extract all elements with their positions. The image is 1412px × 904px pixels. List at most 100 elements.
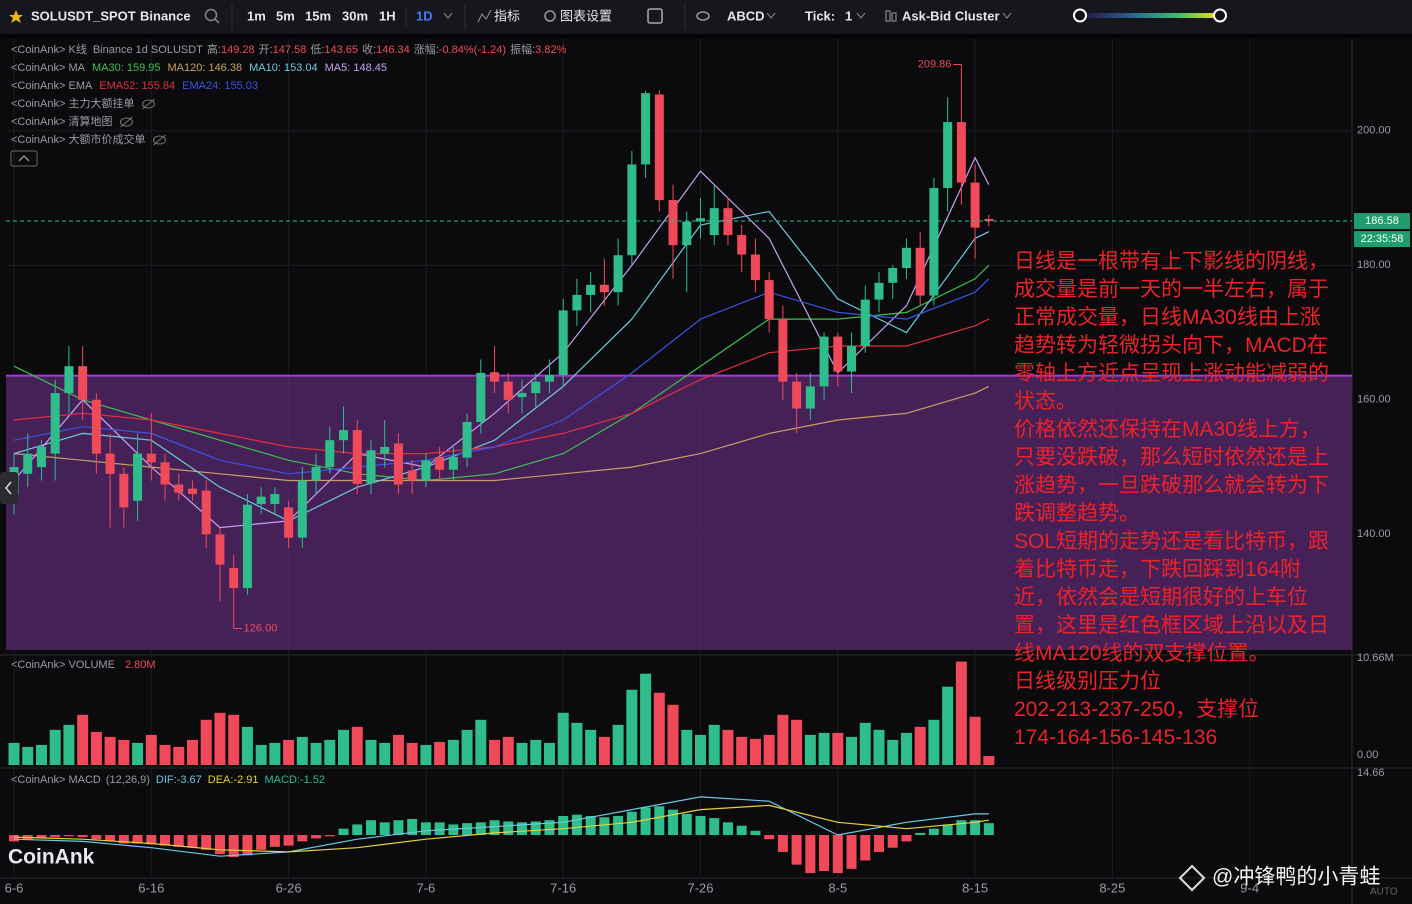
note-paragraph: SOL短期的走势还是看比特币，跟着比特币走，下跌回踩到164附近，依然会是短期很… xyxy=(1014,530,1330,665)
macd-bar xyxy=(791,835,802,865)
chevron[interactable] xyxy=(1002,12,1012,19)
candle-body xyxy=(874,282,884,300)
legend-text: MACD:-1.52 xyxy=(265,774,326,786)
macd-bar xyxy=(63,835,74,837)
macd-bar xyxy=(228,835,239,858)
settings-button[interactable]: 图表设置 xyxy=(560,8,612,23)
favorite-star[interactable] xyxy=(9,10,23,23)
candle-body xyxy=(119,473,129,508)
legend-text: 2.80M xyxy=(125,659,156,671)
volume-bar xyxy=(90,731,102,765)
candle-body xyxy=(133,453,143,501)
chevron[interactable] xyxy=(856,12,866,19)
volume-bar xyxy=(763,734,775,765)
cluster-button[interactable]: Ask-Bid Cluster xyxy=(902,8,1000,23)
candle-body xyxy=(380,446,390,454)
slider-handle[interactable] xyxy=(1213,8,1227,23)
volume-bar xyxy=(887,739,899,765)
legend-text: DEA:-2.91 xyxy=(208,774,259,786)
volume-bar xyxy=(502,736,514,765)
candle-body xyxy=(311,467,321,481)
candle-body xyxy=(78,366,88,400)
interval[interactable]: 1H xyxy=(379,8,396,23)
hidden-icon xyxy=(142,98,155,110)
note-paragraph: 价格依然还保持在MA30线上方，只要没跌破，那么短时依然还是上涨趋势，一旦跌破那… xyxy=(1014,418,1329,525)
macd-bar xyxy=(365,820,376,836)
volume-bar xyxy=(832,732,844,765)
auto-scale[interactable]: AUTO xyxy=(1370,887,1398,898)
volume-bar xyxy=(241,726,253,765)
layout-button[interactable] xyxy=(647,8,663,24)
slider-handle[interactable] xyxy=(1073,8,1087,23)
candle-body xyxy=(586,284,596,295)
x-tick-label: 8-15 xyxy=(962,880,988,895)
last-price: 186.58 xyxy=(1365,215,1399,227)
macd-bar xyxy=(668,809,679,836)
candle-body xyxy=(36,446,46,468)
exchange[interactable]: Binance xyxy=(140,8,191,23)
eye-icon[interactable] xyxy=(696,11,710,21)
macd-dif xyxy=(13,796,989,857)
legend-text: 147.58 xyxy=(273,44,307,56)
candle-body xyxy=(792,381,802,409)
volume-bar xyxy=(543,742,555,765)
legend-text: <CoinAnk> MA xyxy=(11,62,86,74)
candle-body xyxy=(750,254,760,281)
legend-text: (12,26,9) xyxy=(106,774,150,786)
legend-text: <CoinAnk> VOLUME xyxy=(11,659,115,671)
indicators-button[interactable]: 指标 xyxy=(494,8,520,23)
interval[interactable]: 15m xyxy=(305,8,331,23)
tick-value[interactable]: 1 xyxy=(845,8,852,23)
legend-text: MA120: 146.38 xyxy=(167,62,242,74)
heatmap-slider[interactable] xyxy=(1080,13,1220,18)
symbol[interactable]: SOLUSDT_SPOT xyxy=(31,8,136,23)
legend-text: MA30: 159.95 xyxy=(92,62,161,74)
interval[interactable]: 30m xyxy=(342,8,368,23)
candle-body xyxy=(23,453,33,474)
macd-bar xyxy=(503,821,514,836)
legend-text: EMA24: 155.03 xyxy=(182,80,258,92)
hidden-icon xyxy=(120,116,133,128)
toolbar-gap xyxy=(0,34,1412,38)
legend-text: 149.28 xyxy=(221,44,255,56)
macd-bar xyxy=(146,835,157,845)
macd-bar xyxy=(517,822,528,836)
macd-bar xyxy=(750,830,761,836)
candle-body xyxy=(297,480,307,538)
interval[interactable]: 1m xyxy=(247,8,266,23)
candle-body xyxy=(833,336,843,372)
volume-bar xyxy=(365,739,377,765)
drawing-tool[interactable]: ABCD xyxy=(727,8,765,23)
chevron[interactable] xyxy=(766,12,776,19)
collapse-button[interactable] xyxy=(0,472,18,504)
chevron[interactable] xyxy=(443,12,453,19)
volume-bar xyxy=(351,726,363,765)
volume-bar xyxy=(777,714,789,765)
macd-bar xyxy=(352,824,363,836)
search-icon[interactable] xyxy=(204,8,218,22)
cluster-icon xyxy=(885,10,891,22)
macd-bar xyxy=(901,835,912,842)
macd-bar xyxy=(242,835,253,856)
hidden-icon xyxy=(153,134,166,146)
kline-legend: <CoinAnk> K线 Binance 1d SOLUSDT 高:149.28 开:… xyxy=(11,42,567,56)
volume-bar xyxy=(447,739,459,765)
interval[interactable]: 5m xyxy=(276,8,295,23)
author-icon xyxy=(1178,864,1206,892)
macd-bar xyxy=(846,835,857,869)
macd-bar xyxy=(764,835,775,840)
volume-bar xyxy=(873,729,885,765)
volume-bar xyxy=(695,734,706,765)
volume-bar xyxy=(310,742,322,765)
x-tick-label: 8-5 xyxy=(828,880,847,895)
macd-bar xyxy=(201,835,212,850)
candle-body xyxy=(888,268,898,283)
legend-toggle[interactable] xyxy=(10,150,38,167)
macd-bar xyxy=(640,807,651,836)
x-tick-label: 6-16 xyxy=(138,880,164,895)
macd-bar xyxy=(873,835,884,852)
candle-body xyxy=(668,200,678,246)
interval-active[interactable]: 1D xyxy=(416,8,433,23)
candle-body xyxy=(256,496,266,505)
macd-bar xyxy=(297,835,308,842)
